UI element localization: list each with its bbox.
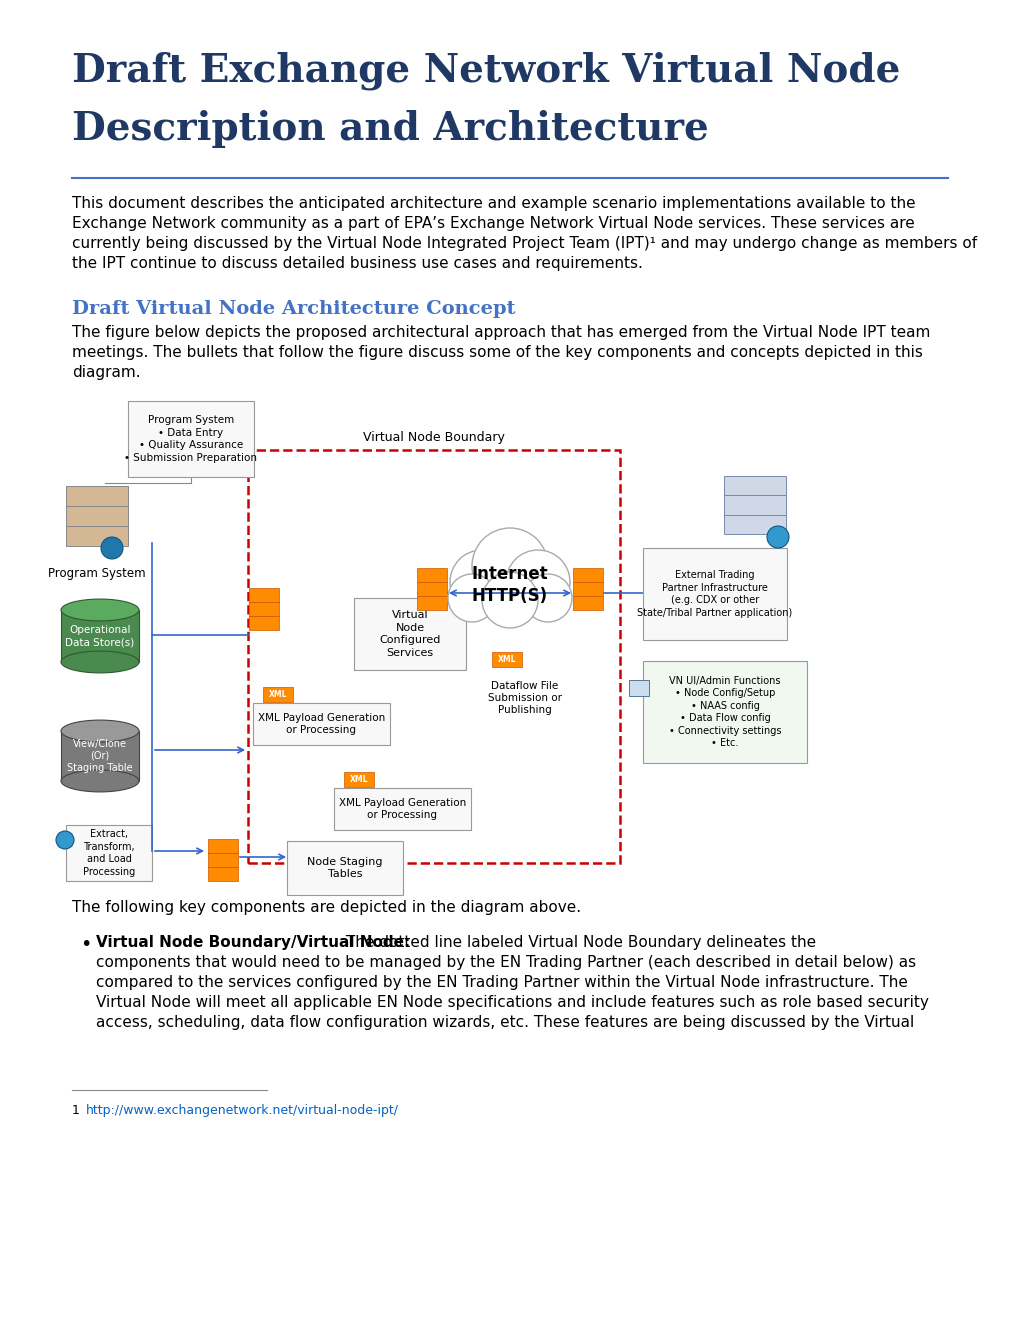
Text: Virtual Node Boundary/Virtual Node:: Virtual Node Boundary/Virtual Node: xyxy=(96,935,410,950)
FancyBboxPatch shape xyxy=(249,602,279,616)
FancyBboxPatch shape xyxy=(629,680,648,696)
Ellipse shape xyxy=(61,770,139,792)
FancyBboxPatch shape xyxy=(249,616,279,630)
FancyBboxPatch shape xyxy=(642,661,806,763)
Text: The dotted line labeled Virtual Node Boundary delineates the: The dotted line labeled Virtual Node Bou… xyxy=(340,935,815,950)
FancyBboxPatch shape xyxy=(723,495,786,515)
Text: VN UI/Admin Functions
• Node Config/Setup
• NAAS config
• Data Flow config
• Con: VN UI/Admin Functions • Node Config/Setu… xyxy=(668,676,781,748)
FancyBboxPatch shape xyxy=(343,772,374,787)
Circle shape xyxy=(101,537,123,558)
Ellipse shape xyxy=(61,599,139,620)
FancyBboxPatch shape xyxy=(723,515,786,535)
Text: Virtual Node Boundary: Virtual Node Boundary xyxy=(363,432,504,444)
FancyBboxPatch shape xyxy=(723,477,786,495)
FancyBboxPatch shape xyxy=(66,506,127,525)
FancyBboxPatch shape xyxy=(208,840,237,853)
FancyBboxPatch shape xyxy=(417,582,446,597)
Text: XML: XML xyxy=(268,690,287,700)
FancyBboxPatch shape xyxy=(127,401,254,477)
FancyBboxPatch shape xyxy=(573,582,602,597)
FancyBboxPatch shape xyxy=(66,486,127,506)
Ellipse shape xyxy=(61,651,139,673)
Text: XML: XML xyxy=(350,775,368,784)
Text: components that would need to be managed by the EN Trading Partner (each describ: components that would need to be managed… xyxy=(96,954,915,970)
FancyBboxPatch shape xyxy=(573,597,602,610)
Text: •: • xyxy=(81,935,92,954)
Text: XML Payload Generation
or Processing: XML Payload Generation or Processing xyxy=(338,797,466,820)
FancyBboxPatch shape xyxy=(208,853,237,867)
Circle shape xyxy=(56,832,74,849)
Text: diagram.: diagram. xyxy=(72,366,141,380)
Text: currently being discussed by the Virtual Node Integrated Project Team (IPT)¹ and: currently being discussed by the Virtual… xyxy=(72,236,976,251)
Text: Node Staging
Tables: Node Staging Tables xyxy=(307,857,382,879)
Text: Draft Virtual Node Architecture Concept: Draft Virtual Node Architecture Concept xyxy=(72,300,515,318)
FancyBboxPatch shape xyxy=(491,652,522,667)
Text: XML: XML xyxy=(497,655,516,664)
Circle shape xyxy=(472,528,547,605)
FancyBboxPatch shape xyxy=(66,525,127,546)
FancyBboxPatch shape xyxy=(573,568,602,582)
Bar xyxy=(61,731,139,781)
Text: XML Payload Generation
or Processing: XML Payload Generation or Processing xyxy=(258,713,385,735)
FancyBboxPatch shape xyxy=(208,867,237,880)
Circle shape xyxy=(449,550,514,614)
Circle shape xyxy=(505,550,570,614)
FancyBboxPatch shape xyxy=(642,548,787,640)
Circle shape xyxy=(482,572,537,628)
Text: The figure below depicts the proposed architectural approach that has emerged fr: The figure below depicts the proposed ar… xyxy=(72,325,929,341)
Text: View/Clone
(Or)
Staging Table: View/Clone (Or) Staging Table xyxy=(67,739,132,774)
Text: Operational
Data Store(s): Operational Data Store(s) xyxy=(65,624,135,647)
Text: http://www.exchangenetwork.net/virtual-node-ipt/: http://www.exchangenetwork.net/virtual-n… xyxy=(86,1104,398,1117)
Text: Program System
• Data Entry
• Quality Assurance
• Submission Preparation: Program System • Data Entry • Quality As… xyxy=(124,416,257,462)
Text: compared to the services configured by the EN Trading Partner within the Virtual: compared to the services configured by t… xyxy=(96,975,907,990)
Text: Internet
HTTP(S): Internet HTTP(S) xyxy=(471,565,548,605)
Text: meetings. The bullets that follow the figure discuss some of the key components : meetings. The bullets that follow the fi… xyxy=(72,345,922,360)
Text: Extract,
Transform,
and Load
Processing: Extract, Transform, and Load Processing xyxy=(83,829,135,876)
Text: Exchange Network community as a part of EPA’s Exchange Network Virtual Node serv: Exchange Network community as a part of … xyxy=(72,216,914,231)
FancyBboxPatch shape xyxy=(417,568,446,582)
Text: access, scheduling, data flow configuration wizards, etc. These features are bei: access, scheduling, data flow configurat… xyxy=(96,1015,913,1030)
Text: Program System: Program System xyxy=(48,568,146,579)
Text: Virtual
Node
Configured
Services: Virtual Node Configured Services xyxy=(379,610,440,657)
FancyBboxPatch shape xyxy=(354,598,466,671)
Ellipse shape xyxy=(61,721,139,742)
Bar xyxy=(248,450,620,863)
Text: The following key components are depicted in the diagram above.: The following key components are depicte… xyxy=(72,900,581,915)
Text: 1: 1 xyxy=(72,1104,79,1117)
Circle shape xyxy=(524,574,572,622)
FancyBboxPatch shape xyxy=(333,788,471,830)
Text: Draft Exchange Network Virtual Node: Draft Exchange Network Virtual Node xyxy=(72,51,900,91)
FancyBboxPatch shape xyxy=(263,686,292,702)
FancyBboxPatch shape xyxy=(249,587,279,602)
Text: Virtual Node will meet all applicable EN Node specifications and include feature: Virtual Node will meet all applicable EN… xyxy=(96,995,928,1010)
FancyBboxPatch shape xyxy=(417,597,446,610)
Text: Description and Architecture: Description and Architecture xyxy=(72,110,708,148)
Circle shape xyxy=(766,525,789,548)
Circle shape xyxy=(447,574,495,622)
Text: This document describes the anticipated architecture and example scenario implem: This document describes the anticipated … xyxy=(72,195,915,211)
Text: Dataflow File
Submission or
Publishing: Dataflow File Submission or Publishing xyxy=(487,681,561,715)
FancyBboxPatch shape xyxy=(66,825,152,880)
Text: External Trading
Partner Infrastructure
(e.g. CDX or other
State/Tribal Partner : External Trading Partner Infrastructure … xyxy=(637,570,792,618)
Text: the IPT continue to discuss detailed business use cases and requirements.: the IPT continue to discuss detailed bus… xyxy=(72,256,642,271)
FancyBboxPatch shape xyxy=(253,704,389,744)
Bar xyxy=(61,610,139,663)
FancyBboxPatch shape xyxy=(286,841,403,895)
